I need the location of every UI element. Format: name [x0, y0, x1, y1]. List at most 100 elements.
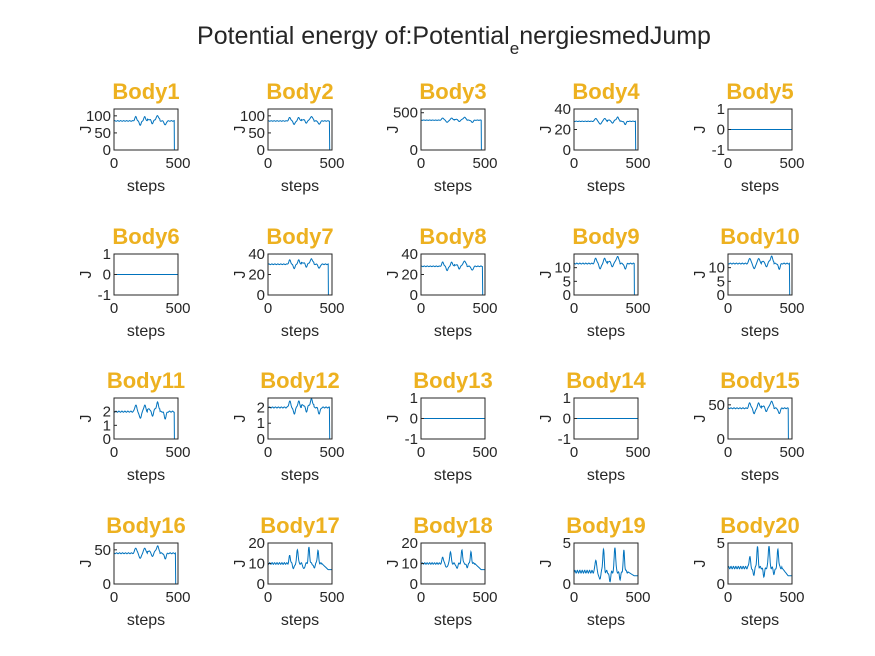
x-axis-label: steps	[127, 323, 165, 340]
x-tick-label: 500	[625, 589, 650, 606]
y-axis-label: J	[385, 415, 402, 423]
figure-title-rest: nergiesmedJump	[519, 22, 711, 50]
x-axis-label: steps	[741, 178, 779, 195]
figure-title-main: Potential energy of:Potential	[197, 22, 510, 50]
y-tick-label: 20	[401, 267, 418, 284]
y-tick-label: 0	[717, 287, 725, 304]
y-tick-label: 20	[248, 267, 265, 284]
x-tick-label: 500	[625, 444, 650, 461]
x-axis-label: steps	[281, 178, 319, 195]
axes-box	[267, 253, 333, 296]
y-tick-label: 1	[103, 246, 111, 263]
y-tick-label: 0	[410, 142, 418, 159]
subplot-title: Body18	[413, 513, 492, 538]
y-tick-label: 2	[257, 399, 265, 416]
subplot-title: Body2	[266, 79, 333, 104]
y-tick-label: 500	[393, 105, 418, 122]
x-axis-label: steps	[587, 178, 625, 195]
y-tick-label: 1	[717, 101, 725, 118]
y-axis-label: J	[538, 415, 555, 423]
y-tick-label: 0	[257, 287, 265, 304]
y-tick-label: 0	[257, 431, 265, 448]
x-axis-label: steps	[587, 323, 625, 340]
x-axis-label: steps	[587, 612, 625, 629]
axes-box	[113, 108, 179, 151]
y-tick-label: 0	[563, 576, 571, 593]
subplot-title: Body5	[726, 79, 793, 104]
x-axis-label: steps	[434, 467, 472, 484]
y-axis-label: J	[692, 560, 709, 568]
y-axis-label: J	[538, 271, 555, 279]
x-tick-label: 0	[417, 155, 425, 172]
axes-box	[573, 253, 639, 296]
figure-title-subscript: e	[510, 39, 519, 58]
data-line	[727, 400, 792, 440]
y-tick-label: 0	[410, 287, 418, 304]
x-tick-label: 0	[264, 589, 272, 606]
y-tick-label: 0	[563, 411, 571, 428]
y-tick-label: 10	[708, 260, 725, 277]
figure-title: Potential energy of:Potentialenergiesmed…	[197, 22, 711, 58]
data-line	[267, 258, 332, 296]
x-tick-label: 500	[625, 155, 650, 172]
x-tick-label: 500	[625, 300, 650, 317]
y-axis-label: J	[692, 415, 709, 423]
subplot-title: Body15	[720, 368, 799, 393]
y-axis-label: J	[78, 271, 95, 279]
y-tick-label: 50	[94, 125, 111, 142]
x-axis-label: steps	[281, 323, 319, 340]
x-tick-label: 500	[165, 444, 190, 461]
y-tick-label: 0	[103, 576, 111, 593]
y-tick-label: -1	[98, 287, 111, 304]
x-tick-label: 0	[724, 444, 732, 461]
x-axis-label: steps	[434, 612, 472, 629]
subplot-title: Body6	[112, 224, 179, 249]
axes-box	[727, 542, 793, 585]
y-tick-label: 1	[103, 417, 111, 434]
y-tick-label: 100	[86, 108, 111, 125]
x-tick-label: 500	[472, 300, 497, 317]
data-line	[420, 260, 485, 296]
subplot-title: Body4	[572, 79, 640, 104]
x-axis-label: steps	[741, 467, 779, 484]
x-axis-label: steps	[281, 612, 319, 629]
y-tick-label: -1	[712, 142, 725, 159]
x-axis-label: steps	[741, 612, 779, 629]
x-tick-label: 0	[724, 300, 732, 317]
y-tick-label: 0	[257, 576, 265, 593]
subplot-title: Body16	[106, 513, 185, 538]
x-tick-label: 0	[264, 444, 272, 461]
y-tick-label: 5	[563, 535, 571, 552]
y-tick-label: 50	[248, 125, 265, 142]
x-tick-label: 0	[417, 444, 425, 461]
x-tick-label: 0	[417, 589, 425, 606]
x-tick-label: 0	[724, 589, 732, 606]
x-tick-label: 500	[472, 589, 497, 606]
y-tick-label: 0	[563, 142, 571, 159]
x-tick-label: 500	[779, 444, 804, 461]
subplot-title: Body19	[566, 513, 645, 538]
x-axis-label: steps	[741, 323, 779, 340]
data-line	[267, 397, 332, 440]
axes-box	[267, 108, 333, 151]
y-axis-label: J	[78, 126, 95, 134]
y-tick-label: 0	[410, 576, 418, 593]
x-axis-label: steps	[434, 178, 472, 195]
x-tick-label: 0	[264, 155, 272, 172]
y-axis-label: J	[692, 271, 709, 279]
y-axis-label: J	[385, 560, 402, 568]
axes-box	[113, 542, 179, 585]
x-tick-label: 500	[319, 444, 344, 461]
data-line	[727, 255, 792, 296]
